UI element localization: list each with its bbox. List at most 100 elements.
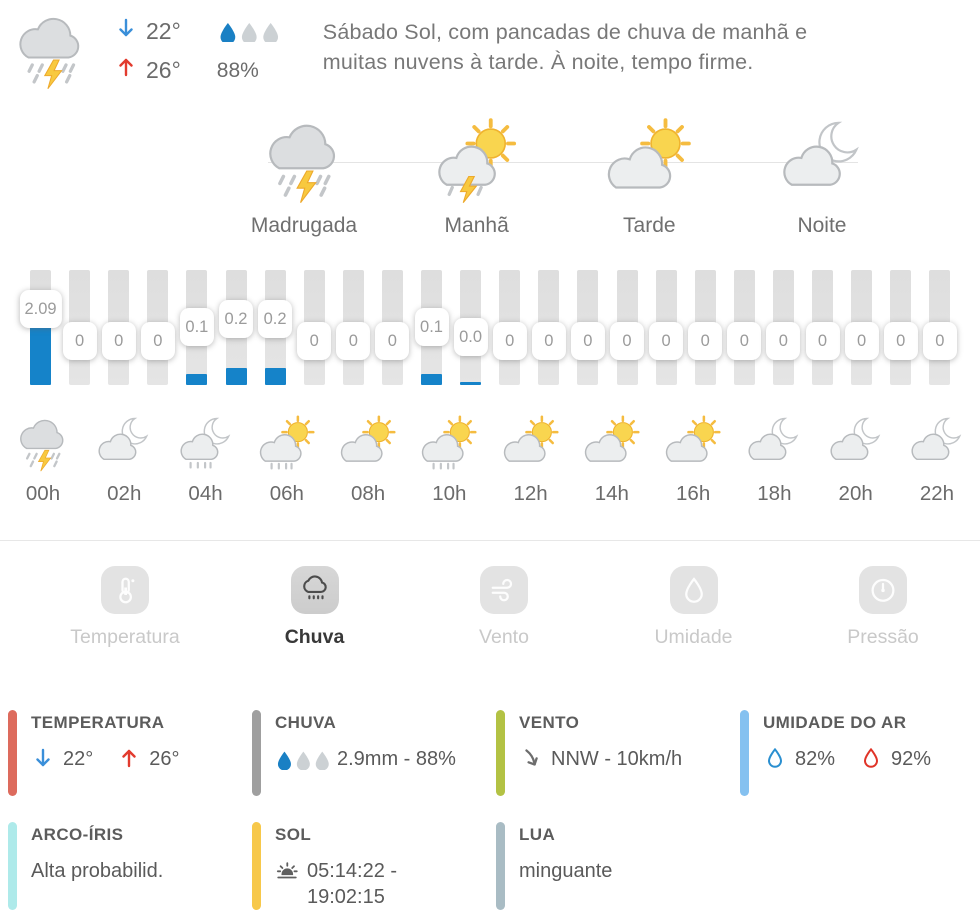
chart-bar-column[interactable]: 0 bbox=[688, 270, 723, 385]
period-item: Madrugada bbox=[238, 116, 370, 238]
hourly-item: 18h bbox=[741, 414, 807, 506]
chart-bar-column[interactable]: 0 bbox=[140, 270, 175, 385]
droplet-outline-red-icon bbox=[859, 746, 883, 776]
chart-bar-column[interactable]: 0 bbox=[492, 270, 527, 385]
rain-probability-value: 88% bbox=[216, 59, 259, 82]
bar-value-label: 0 bbox=[805, 322, 840, 360]
tab-temperatura[interactable]: Temperatura bbox=[70, 566, 180, 649]
hourly-precipitation-chart: 2.09 0 0 0 0.1 0.2 0.2 0 0 0 0.1 0.0 0 0… bbox=[19, 270, 957, 385]
chart-bar-column[interactable]: 0 bbox=[727, 270, 762, 385]
chart-bar-column[interactable]: 0 bbox=[297, 270, 332, 385]
card-value: 26° bbox=[149, 748, 180, 770]
period-item: Tarde bbox=[583, 116, 715, 238]
forecast-summary-text: Sábado Sol, com pancadas de chuva de man… bbox=[322, 20, 808, 74]
card-segment: 05:14:22 - 19:02:15 bbox=[275, 858, 429, 910]
card-segment: 22° bbox=[31, 746, 93, 776]
chart-bar-column[interactable]: 0 bbox=[883, 270, 918, 385]
card-temperatura: TEMPERATURA 22° 26° bbox=[8, 710, 240, 796]
temp-max-row: 26° bbox=[114, 55, 181, 85]
chart-bar-column[interactable]: 0 bbox=[570, 270, 605, 385]
hour-label: 00h bbox=[25, 482, 61, 505]
tab-vento[interactable]: Vento bbox=[449, 566, 559, 649]
temp-max-value: 26° bbox=[146, 56, 181, 83]
sun-cloud-icon bbox=[664, 414, 722, 472]
tab-chuva[interactable]: Chuva bbox=[260, 566, 370, 649]
chart-bar-column[interactable]: 0 bbox=[531, 270, 566, 385]
card-value: minguante bbox=[519, 860, 613, 882]
day-periods: Madrugada Manhã Tarde Noite bbox=[238, 116, 888, 238]
chart-bar-column[interactable]: 0 bbox=[101, 270, 136, 385]
hour-label: 12h bbox=[513, 482, 548, 505]
card-accent-bar bbox=[8, 822, 17, 910]
card-accent-bar bbox=[252, 822, 261, 910]
chart-bar-column[interactable]: 0 bbox=[805, 270, 840, 385]
hourly-item: 08h bbox=[335, 414, 401, 506]
card-value: 05:14:22 - 19:02:15 bbox=[307, 860, 398, 908]
droplets-trio-icon bbox=[275, 746, 329, 776]
card-value: Alta probabilid. bbox=[31, 860, 164, 882]
gauge-icon[interactable] bbox=[859, 566, 907, 614]
chart-bar-column[interactable]: 0.1 bbox=[179, 270, 214, 385]
chart-bar-column[interactable]: 0.2 bbox=[219, 270, 253, 385]
wind-icon[interactable] bbox=[480, 566, 528, 614]
card-value: 92% bbox=[891, 748, 932, 770]
tab-umidade[interactable]: Umidade bbox=[639, 566, 749, 649]
hourly-item: 10h bbox=[416, 414, 482, 506]
hourly-item: 00h bbox=[10, 414, 76, 506]
card-body: SOL 05:14:22 - 19:02:15 bbox=[275, 822, 429, 910]
bar-value-label: 0.1 bbox=[414, 307, 449, 346]
card-title: TEMPERATURA bbox=[31, 713, 165, 732]
hourly-item: 16h bbox=[660, 414, 726, 506]
hourly-item: 02h bbox=[91, 414, 157, 506]
humidity-icon[interactable] bbox=[669, 566, 718, 614]
chart-bar-column[interactable]: 0 bbox=[844, 270, 879, 385]
card-value: 22° bbox=[63, 748, 94, 770]
thermometer-icon[interactable] bbox=[101, 566, 149, 614]
arrow-down-icon bbox=[31, 746, 55, 776]
chart-bar-column[interactable]: 0 bbox=[922, 270, 957, 385]
card-title: UMIDADE DO AR bbox=[763, 713, 907, 732]
card-umidade-do-ar: UMIDADE DO AR 82% 92% bbox=[740, 710, 972, 796]
chart-bar-column[interactable]: 0 bbox=[62, 270, 97, 385]
chart-bar-column[interactable]: 0.1 bbox=[414, 270, 449, 385]
card-segment: 26° bbox=[117, 746, 180, 776]
card-segment: 2.9mm - 88% bbox=[275, 746, 456, 776]
chart-bar-column[interactable]: 0 bbox=[766, 270, 801, 385]
sun-cloud-icon bbox=[502, 414, 560, 472]
bar-value-label: 0 bbox=[492, 322, 527, 360]
hour-label: 16h bbox=[676, 482, 711, 505]
moon-cloud-icon bbox=[745, 414, 803, 472]
temperature-minmax: 22° 26° bbox=[114, 16, 181, 85]
chart-bar-column[interactable]: 0 bbox=[649, 270, 684, 385]
chart-bar-column[interactable]: 0 bbox=[336, 270, 371, 385]
chart-bar-column[interactable]: 0.0 bbox=[453, 270, 488, 385]
card-accent-bar bbox=[8, 710, 17, 796]
hourly-conditions-row: 00h 02h 04h 06h 08h 10h 12h 14h 16h 18h … bbox=[10, 414, 970, 506]
bar-value-label: 0 bbox=[649, 322, 684, 360]
tab-pressao[interactable]: Pressão bbox=[828, 566, 938, 649]
card-value: NNW - 10km/h bbox=[551, 748, 683, 770]
bar-value-label: 0 bbox=[62, 322, 97, 360]
moon-cloud-icon bbox=[778, 116, 866, 204]
card-segment: minguante bbox=[519, 858, 612, 884]
period-item: Noite bbox=[756, 116, 888, 238]
bar-value-label: 0 bbox=[883, 322, 918, 360]
rain-cloud-icon[interactable] bbox=[290, 566, 339, 614]
period-label: Madrugada bbox=[250, 214, 358, 237]
precipitation-bar bbox=[186, 374, 208, 385]
chart-bar-column[interactable]: 0 bbox=[375, 270, 410, 385]
bar-value-label: 2.09 bbox=[19, 290, 62, 328]
chart-bar-column[interactable]: 0.2 bbox=[258, 270, 293, 385]
chart-bar-column[interactable]: 0 bbox=[610, 270, 644, 385]
tab-label: Pressão bbox=[847, 626, 919, 648]
chart-bar-column[interactable]: 2.09 bbox=[19, 270, 62, 385]
period-label: Noite bbox=[797, 214, 847, 237]
card-body: CHUVA 2.9mm - 88% bbox=[275, 710, 456, 796]
hour-label: 02h bbox=[107, 482, 142, 505]
bar-value-label: 0.2 bbox=[258, 299, 293, 338]
bar-value-label: 0 bbox=[375, 322, 410, 360]
hourly-item: 20h bbox=[823, 414, 889, 506]
sunrise-icon bbox=[275, 858, 299, 888]
card-value: 82% bbox=[795, 748, 836, 770]
rain-probability-indicator: 88% bbox=[217, 20, 279, 83]
